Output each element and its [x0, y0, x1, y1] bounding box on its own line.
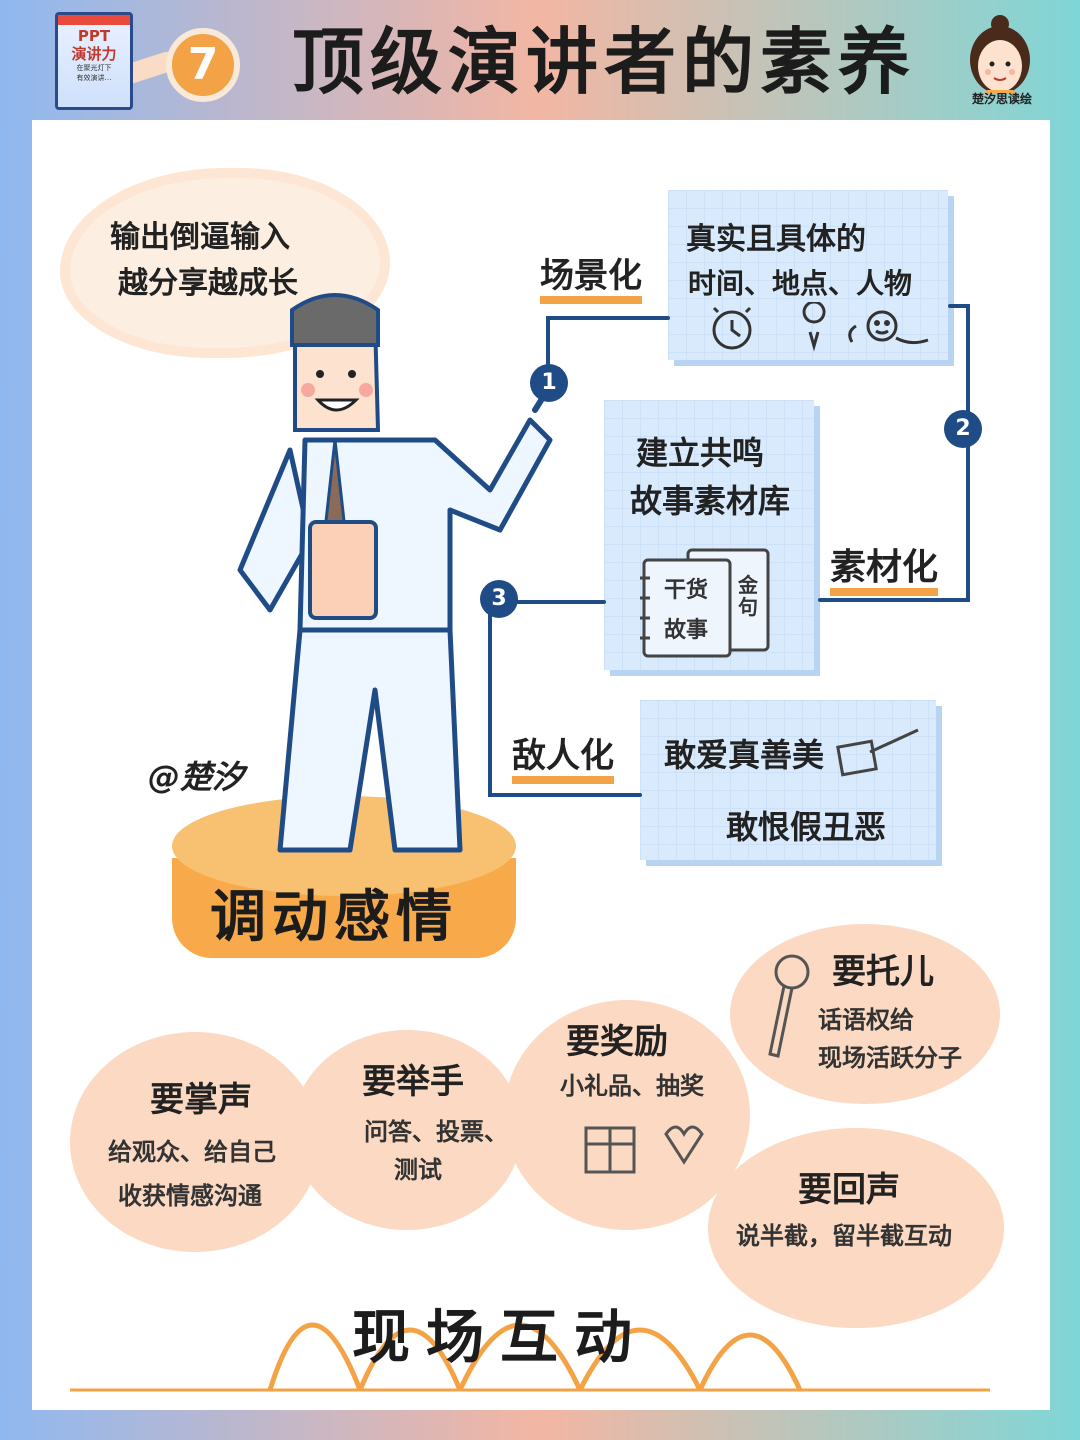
enemy-label: 敌人化 [512, 736, 614, 784]
emotion-title: 调动感情 [210, 885, 458, 950]
material-card-line-2: 故事素材库 [630, 482, 791, 520]
bubble-echo [708, 1128, 1004, 1328]
step-3-badge: 3 [480, 580, 518, 618]
enemy-card [640, 700, 936, 860]
bubble-reward-line-1: 小礼品、抽奖 [560, 1072, 704, 1100]
chapter-number-badge: 7 [166, 28, 240, 102]
book-title: PPT 演讲力 [71, 27, 117, 63]
bubble-hands-line-2: 测试 [394, 1156, 442, 1184]
bubble-hands [292, 1030, 522, 1230]
gift-heart-icon [584, 1125, 704, 1174]
bubble-helper [730, 924, 1000, 1104]
cloud-line-2: 越分享越成长 [118, 266, 298, 301]
bubble-applause-title: 要掌声 [150, 1080, 252, 1120]
bubble-echo-title: 要回声 [798, 1170, 900, 1210]
cloud-line-1: 输出倒逼输入 [110, 220, 290, 255]
page-title: 顶级演讲者的素养 [292, 20, 917, 104]
notebook-icon [640, 548, 770, 658]
bubble-applause-line-1: 给观众、给自己 [108, 1138, 276, 1166]
presenter-illustration-icon [237, 293, 560, 853]
enemy-card-line-2: 敢恨假丑恶 [726, 808, 887, 846]
material-label: 素材化 [830, 548, 939, 596]
notebook-text-1: 干货 [664, 578, 709, 603]
bubble-applause [70, 1032, 320, 1252]
bubble-reward [504, 1000, 750, 1230]
book-cover: PPT 演讲力 在聚光灯下 有效演讲… [55, 12, 133, 110]
book-subtitle: 在聚光灯下 有效演讲… [76, 64, 112, 82]
notebook-text-3: 金句 [738, 573, 758, 619]
avatar-caption: 楚汐思读绘 [971, 92, 1032, 106]
material-card-line-1: 建立共鸣 [636, 434, 765, 472]
scene-card-line-1: 真实且具体的 [686, 222, 866, 257]
bubble-helper-line-2: 现场活跃分子 [818, 1044, 962, 1072]
step-2-badge: 2 [944, 410, 982, 448]
clock-pin-person-icons [712, 302, 929, 352]
author-avatar-icon [970, 15, 1030, 94]
arches-decoration [70, 1322, 990, 1392]
bubble-reward-title: 要奖励 [566, 1022, 668, 1062]
interaction-title: 现场互动 [352, 1303, 649, 1371]
step-1-badge: 1 [530, 364, 568, 402]
bubble-applause-line-2: 收获情感沟通 [118, 1182, 262, 1210]
bubble-hands-line-1: 问答、投票、 [364, 1118, 508, 1146]
bubble-helper-title: 要托儿 [832, 952, 934, 992]
bubble-echo-line-1: 说半截，留半截互动 [736, 1222, 952, 1250]
notebook-text-2: 故事 [664, 618, 709, 643]
signature: @楚汐 [148, 758, 245, 796]
scene-label: 场景化 [540, 256, 642, 304]
bubble-hands-title: 要举手 [362, 1062, 464, 1102]
book-spine-stripe [58, 15, 130, 25]
enemy-card-line-1: 敢爱真善美 [664, 736, 825, 774]
scene-card-line-2: 时间、地点、人物 [688, 267, 913, 300]
hammer-icon [836, 728, 919, 777]
bubble-helper-line-1: 话语权给 [818, 1006, 914, 1034]
microphone-icon [768, 954, 810, 1058]
